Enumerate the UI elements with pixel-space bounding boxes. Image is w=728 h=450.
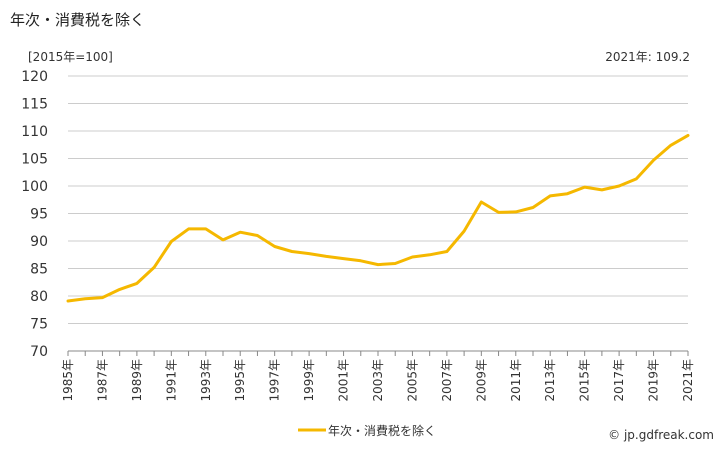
data-point [118,288,121,291]
legend-label: 年次・消費税を除く [328,423,436,438]
data-point [497,211,500,214]
y-tick-label: 115 [21,97,48,113]
data-point [101,296,104,299]
data-point [222,238,225,241]
data-point [635,177,638,180]
data-point [325,255,328,258]
x-tick-label: 1991年 [164,359,178,402]
x-tick-label: 1995年 [233,359,247,402]
x-tick-label: 1999年 [302,359,316,402]
x-axis: 1985年 1987年 1989年 1991年 1993年 1995年 1997年 1999年… [61,350,695,402]
data-point [566,192,569,195]
y-tick-label: 120 [21,69,48,85]
y-tick-label: 80 [30,289,48,305]
y-tick-label: 105 [21,152,48,168]
data-point [170,240,173,243]
data-point [204,227,207,230]
y-axis-unit-label: [2015年=100] [28,50,113,64]
data-point [67,299,70,302]
data-point [84,297,87,300]
data-point [187,227,190,230]
x-tick-label: 2013年 [543,359,557,402]
data-point [514,210,517,213]
data-point [600,188,603,191]
x-tick-label: 1987年 [95,359,109,402]
y-tick-label: 90 [30,234,48,250]
data-point [256,234,259,237]
data-point [428,253,431,256]
series-group [66,133,690,303]
series-line [66,133,690,303]
x-tick-label: 2009年 [474,359,488,402]
data-point [308,252,311,255]
data-point [618,185,621,188]
x-tick-label: 2019年 [647,359,661,402]
data-point [153,266,156,269]
data-point [394,262,397,265]
x-tick-label: 2011年 [509,359,523,402]
data-point [532,206,535,209]
y-tick-label: 70 [30,344,48,360]
x-tick-label: 1993年 [199,359,213,402]
x-tick-label: 2001年 [337,359,351,402]
data-point [377,263,380,266]
page-title: 年次・消費税を除く [10,11,146,29]
data-point [480,200,483,203]
x-tick-label: 1985年 [61,359,75,402]
legend: 年次・消費税を除く [298,423,436,438]
data-point [583,186,586,189]
x-tick-label: 2021年 [681,359,695,402]
data-point [445,250,448,253]
x-tick-label: 2015年 [578,359,592,402]
data-point [549,194,552,197]
x-tick-label: 1997年 [268,359,282,402]
data-point [463,230,466,233]
y-tick-label: 100 [21,179,48,195]
x-tick-label: 1989年 [130,359,144,402]
y-axis-ticks: 70 75 80 85 90 95 100 105 110 115 120 [21,69,48,360]
data-point [652,159,655,162]
x-tick-label: 2005年 [405,359,419,402]
y-tick-label: 75 [30,317,48,333]
source-credit: © jp.gdfreak.com [608,428,714,442]
y-tick-label: 110 [21,124,48,140]
data-point [669,144,672,147]
data-point [687,134,690,137]
latest-value-label: 2021年: 109.2 [605,50,690,64]
data-point [135,282,138,285]
x-tick-label: 2007年 [440,359,454,402]
y-tick-label: 95 [30,207,48,223]
data-point [359,259,362,262]
data-point [290,250,293,253]
data-point [273,245,276,248]
data-point [239,231,242,234]
data-point [411,255,414,258]
y-tick-label: 85 [30,262,48,278]
data-point [342,257,345,260]
x-tick-label: 2017年 [612,359,626,402]
grid-lines [68,75,688,352]
x-tick-label: 2003年 [371,359,385,402]
